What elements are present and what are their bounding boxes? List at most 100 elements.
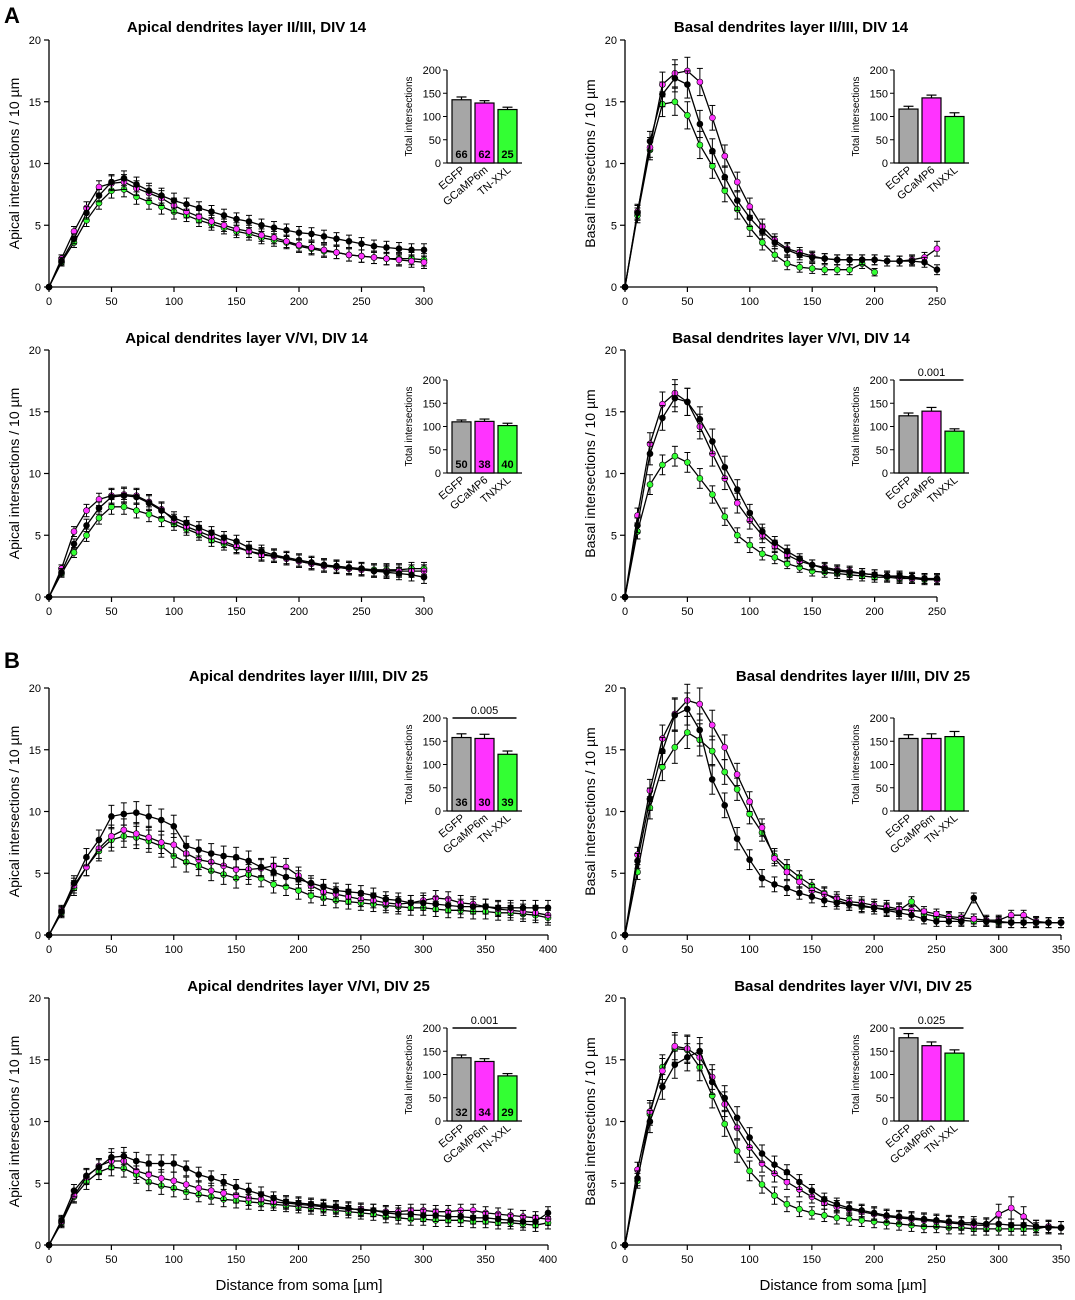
data-point <box>709 438 716 445</box>
data-point <box>345 564 353 571</box>
data-point <box>646 1118 654 1125</box>
data-point <box>320 561 328 569</box>
data-point <box>758 528 766 535</box>
inset-y-tick-label: 100 <box>870 112 888 124</box>
data-point <box>696 475 704 482</box>
data-point <box>145 834 153 841</box>
data-point <box>70 540 78 548</box>
data-point <box>659 747 666 755</box>
y-tick-label: 10 <box>605 1117 617 1129</box>
data-point <box>908 911 915 919</box>
data-point <box>708 721 716 729</box>
data-point <box>634 1175 641 1182</box>
x-tick-label: 50 <box>681 944 693 956</box>
y-tick-label: 10 <box>29 807 41 819</box>
data-point <box>208 208 215 215</box>
inset-y-axis-label: Total intersections <box>851 386 862 466</box>
chart-b1: Apical dendrites layer II/III, DIV 25 0 5 1… <box>6 668 557 956</box>
x-tick-label: 150 <box>803 606 821 618</box>
data-point <box>158 192 165 199</box>
data-point <box>145 187 153 194</box>
data-point <box>995 918 1003 925</box>
inset-y-tick-label: 150 <box>423 736 441 748</box>
data-point <box>995 1210 1003 1218</box>
data-point <box>733 499 741 507</box>
data-point <box>544 1209 552 1217</box>
data-point <box>746 1134 753 1141</box>
data-point <box>282 873 290 881</box>
data-point <box>684 398 691 406</box>
data-point <box>808 265 816 272</box>
inset-bar-gcamp6m <box>474 737 495 812</box>
data-point <box>333 562 340 570</box>
inset-y-tick-label: 200 <box>423 65 441 77</box>
data-point <box>207 1175 215 1182</box>
data-point <box>108 832 115 840</box>
data-point <box>709 114 716 122</box>
data-point <box>945 918 953 925</box>
data-point <box>308 230 315 238</box>
data-point <box>182 1165 190 1172</box>
data-point <box>708 1078 716 1086</box>
y-axis-label: Apical intersections / 10 µm <box>6 1036 22 1207</box>
data-point <box>357 889 365 897</box>
data-point <box>108 1154 115 1161</box>
data-point <box>333 235 340 243</box>
data-point <box>808 1209 816 1217</box>
data-point <box>733 785 741 793</box>
data-point <box>519 904 527 912</box>
x-tick-label: 150 <box>227 944 245 956</box>
data-point <box>45 283 53 291</box>
data-point <box>120 810 128 818</box>
data-point <box>858 256 866 264</box>
inset-bar-tn-xxl <box>497 1075 518 1122</box>
series-line <box>624 1047 1062 1246</box>
y-tick-label: 5 <box>35 530 41 542</box>
data-point <box>270 881 277 888</box>
inset-y-tick-label: 200 <box>870 1023 888 1035</box>
data-point <box>145 499 153 507</box>
series-egfp <box>45 170 428 291</box>
x-tick-label: 350 <box>476 944 494 956</box>
data-point <box>833 567 841 575</box>
data-point <box>133 181 140 188</box>
inset-bar-egfp <box>451 99 472 164</box>
data-point <box>108 813 115 820</box>
x-tick-label: 200 <box>290 296 308 308</box>
inset-bar-egfp <box>898 108 919 164</box>
data-point <box>721 463 729 471</box>
data-point <box>783 1168 791 1176</box>
data-point <box>283 238 290 245</box>
x-tick-label: 100 <box>165 296 183 308</box>
x-tick-label: 200 <box>289 944 307 956</box>
data-point <box>258 231 265 239</box>
data-point <box>233 225 240 233</box>
data-point <box>671 711 679 719</box>
data-point <box>120 175 128 182</box>
data-point <box>845 1204 853 1212</box>
data-point <box>70 528 78 535</box>
data-point <box>370 892 377 899</box>
data-point <box>270 1194 277 1202</box>
x-tick-label: 150 <box>227 1254 245 1266</box>
inset-n-label: 25 <box>501 149 513 161</box>
data-point <box>182 842 190 850</box>
data-point <box>683 1054 691 1061</box>
series-egfp <box>45 487 428 601</box>
data-point <box>671 452 679 460</box>
data-point <box>908 573 916 581</box>
data-point <box>771 1161 778 1168</box>
data-point <box>746 1167 753 1175</box>
data-point <box>970 1219 978 1227</box>
data-point <box>58 1217 65 1224</box>
data-point <box>444 1213 452 1220</box>
inset-y-tick-label: 0 <box>882 468 888 480</box>
inset-y-tick-label: 100 <box>870 422 888 434</box>
data-point <box>870 1209 878 1217</box>
data-point <box>83 507 90 514</box>
data-point <box>920 1215 928 1223</box>
data-point <box>195 1171 202 1178</box>
data-point <box>257 1191 265 1198</box>
data-point <box>709 147 716 155</box>
data-point <box>820 1196 828 1203</box>
